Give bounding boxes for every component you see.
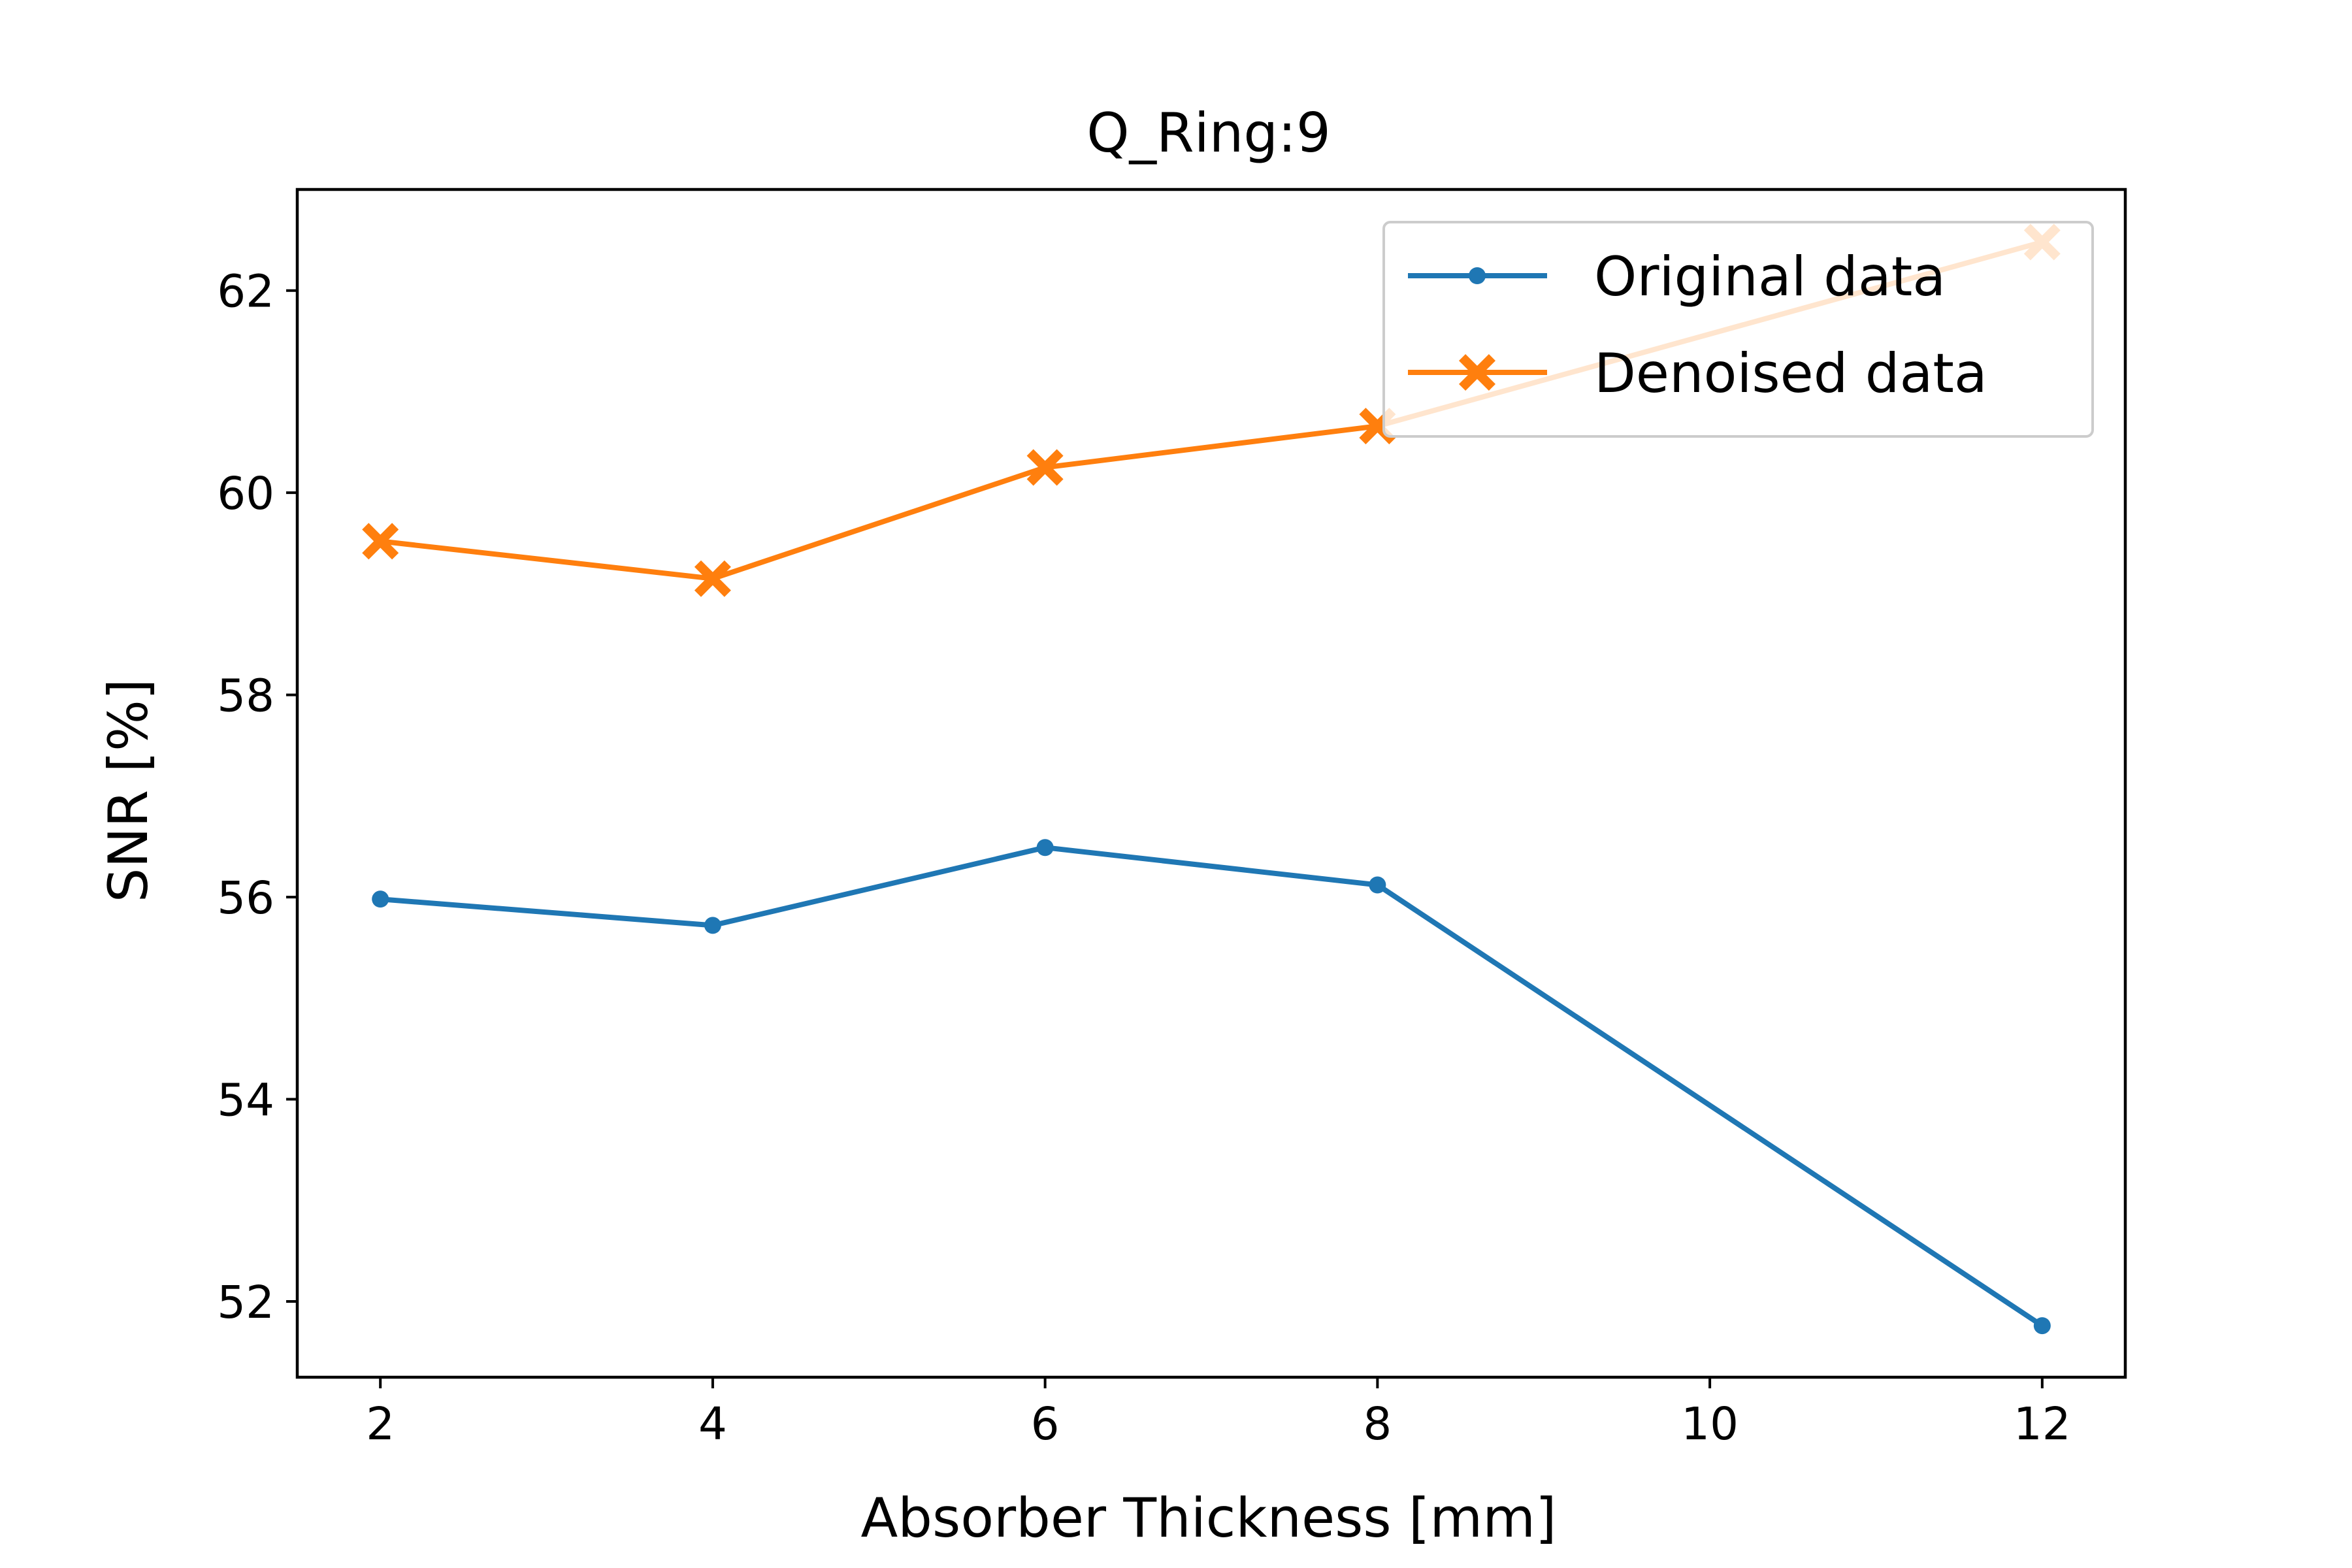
data-point xyxy=(704,917,721,934)
legend-label: Denoised data xyxy=(1594,342,1987,405)
y-tick-label: 62 xyxy=(217,266,274,318)
axes-frame xyxy=(295,188,2127,1379)
legend-marker xyxy=(1459,354,1495,391)
legend: Original data Denoised data xyxy=(1382,221,2094,438)
x-tick-label: 4 xyxy=(698,1398,727,1450)
legend-item-1: Original data xyxy=(1408,245,1946,308)
legend-marker xyxy=(1469,267,1486,284)
legend-box xyxy=(1382,221,2094,438)
x-tick-label: 12 xyxy=(2014,1398,2071,1450)
legend-label: Original data xyxy=(1594,245,1946,308)
data-point xyxy=(1369,876,1386,894)
y-tick-label: 52 xyxy=(217,1277,274,1329)
data-point xyxy=(362,523,399,560)
data-point xyxy=(2033,1317,2051,1335)
data-point xyxy=(372,890,389,908)
series-1 xyxy=(372,839,2051,1335)
data-point xyxy=(694,560,731,597)
chart-title: Q_Ring:9 xyxy=(1086,101,1331,165)
data-point xyxy=(1026,449,1064,486)
y-tick-label: 58 xyxy=(217,670,274,723)
y-tick-label: 56 xyxy=(217,872,274,924)
x-tick-label: 2 xyxy=(366,1398,395,1450)
x-tick-label: 6 xyxy=(1031,1398,1060,1450)
y-axis-title: SNR [%] xyxy=(97,679,160,902)
data-point xyxy=(1036,839,1054,857)
x-axis-title: Absorber Thickness [mm] xyxy=(861,1486,1557,1550)
y-tick-label: 54 xyxy=(217,1075,274,1127)
x-tick-label: 8 xyxy=(1363,1398,1392,1450)
legend-item-2: Denoised data xyxy=(1408,342,1987,405)
x-tick-label: 10 xyxy=(1681,1398,1739,1450)
y-tick-label: 60 xyxy=(217,468,274,520)
